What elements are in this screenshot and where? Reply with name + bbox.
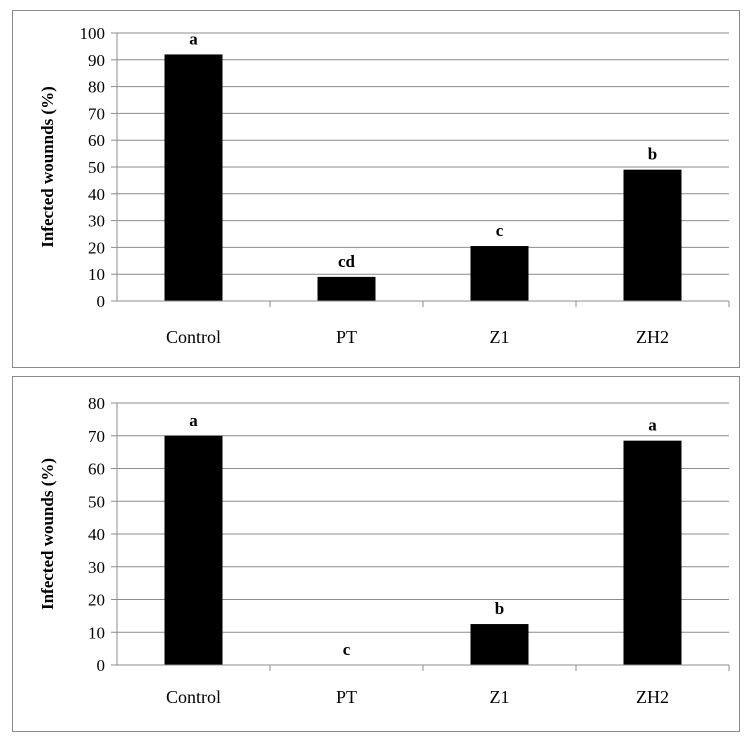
y-tick-label: 20: [88, 591, 105, 610]
data-label-zh2: a: [648, 416, 657, 435]
chart-panel-bottom: 0 10 20 30 40 50 60 70 80 Infected wounds (%) a Con…: [12, 376, 740, 732]
y-tick-label: 50: [88, 492, 105, 511]
bar-z1: [470, 624, 529, 665]
y-tick-label: 80: [88, 394, 105, 413]
x-tick-label-z1: Z1: [490, 687, 510, 707]
data-label-control: a: [189, 29, 198, 48]
data-label-pt: cd: [338, 252, 356, 271]
y-tick-label: 40: [88, 525, 105, 544]
y-tick-label: 90: [88, 51, 105, 70]
y-tick-label: 100: [80, 24, 106, 43]
y-tick-label: 0: [97, 656, 106, 675]
bar-control: [164, 435, 223, 665]
data-label-pt: c: [343, 640, 351, 659]
x-tick-label-pt: PT: [336, 687, 357, 707]
data-label-z1: b: [495, 599, 504, 618]
y-tick-label: 60: [88, 460, 105, 479]
y-tick-label: 30: [88, 558, 105, 577]
x-tick-label-control: Control: [166, 327, 221, 347]
x-tick-label-z1: Z1: [490, 327, 510, 347]
y-tick-label: 0: [97, 292, 106, 311]
y-tick-label: 70: [88, 427, 105, 446]
bar-zh2: [623, 169, 682, 301]
x-tick-label-control: Control: [166, 687, 221, 707]
bar-pt: [317, 276, 376, 301]
y-axis-label: Infected wounnds (%): [38, 86, 57, 248]
y-tick-label: 50: [88, 158, 105, 177]
chart-panel-top: 0 10 20 30 40 50 60 70 80 90 100 Infected wounnds (…: [12, 10, 740, 368]
y-tick-label: 40: [88, 185, 105, 204]
y-axis-label: Infected wounds (%): [38, 458, 57, 610]
bar-z1: [470, 246, 529, 301]
y-tick-label: 10: [88, 265, 105, 284]
y-tick-label: 70: [88, 104, 105, 123]
y-tick-label: 20: [88, 238, 105, 257]
x-tick-label-zh2: ZH2: [636, 327, 669, 347]
y-tick-label: 80: [88, 78, 105, 97]
y-tick-label: 60: [88, 131, 105, 150]
y-tick-label: 10: [88, 623, 105, 642]
x-tick-label-pt: PT: [336, 327, 357, 347]
data-label-z1: c: [496, 221, 504, 240]
chart-bottom-svg: 0 10 20 30 40 50 60 70 80 Infected wounds (%) a Con…: [38, 394, 730, 707]
chart-top-svg: 0 10 20 30 40 50 60 70 80 90 100 Infected wounnds (…: [38, 24, 730, 347]
x-tick-label-zh2: ZH2: [636, 687, 669, 707]
y-tick-label: 30: [88, 212, 105, 231]
data-label-zh2: b: [648, 145, 657, 164]
data-label-control: a: [189, 411, 198, 430]
bar-zh2: [623, 440, 682, 665]
bar-control: [164, 54, 223, 301]
